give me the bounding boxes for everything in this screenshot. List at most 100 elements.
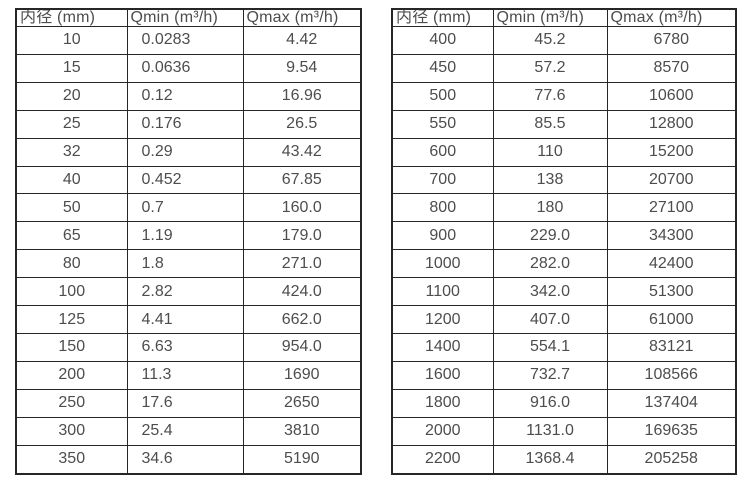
table-cell: 45.2 <box>492 26 608 55</box>
table-cell: 77.6 <box>492 81 608 111</box>
table-row: 350 34.6 5190 <box>15 444 362 475</box>
table-cell: 110 <box>492 137 608 167</box>
table-cell: 0.12 <box>126 81 244 111</box>
table-cell: 1800 <box>391 388 494 418</box>
table-cell: 100 <box>15 277 128 307</box>
table-row: 32 0.29 43.42 <box>15 137 362 167</box>
table-cell: 67.85 <box>242 165 362 195</box>
table-row: 20 0.12 16.96 <box>15 81 362 111</box>
table-row: 40 0.452 67.85 <box>15 165 362 195</box>
table-row: 2000 1131.0 169635 <box>391 416 737 446</box>
table-cell: 65 <box>15 221 128 251</box>
table-cell: 15200 <box>606 137 737 167</box>
table-cell: 2000 <box>391 416 494 446</box>
table-row: 100 2.82 424.0 <box>15 277 362 307</box>
table-cell: 83121 <box>606 332 737 362</box>
table-cell: 11.3 <box>126 360 244 390</box>
table-cell: 20700 <box>606 165 737 195</box>
table-cell: 8570 <box>606 53 737 83</box>
table-cell: 407.0 <box>492 305 608 334</box>
table-cell: 108566 <box>606 360 737 390</box>
table-row: 1600 732.7 108566 <box>391 360 737 390</box>
table-row: 200 11.3 1690 <box>15 360 362 390</box>
table-cell: 150 <box>15 332 128 362</box>
table-cell: 1.19 <box>126 221 244 251</box>
table-cell: 554.1 <box>492 332 608 362</box>
table-cell: 17.6 <box>126 388 244 418</box>
flow-range-table-small-diameters: 内径 (mm) Qmin (m³/h) Qmax (m³/h) 10 0.0283 4.4… <box>15 8 362 475</box>
table-cell: 43.42 <box>242 137 362 167</box>
table-cell: 0.0283 <box>126 26 244 55</box>
table-cell: 205258 <box>606 444 737 475</box>
table-cell: 34300 <box>606 221 737 251</box>
table-row: 2200 1368.4 205258 <box>391 444 737 475</box>
table-cell: 450 <box>391 53 494 83</box>
table-cell: 200 <box>15 360 128 390</box>
table-cell: 20 <box>15 81 128 111</box>
table-cell: 10 <box>15 26 128 55</box>
table-row: 1800 916.0 137404 <box>391 388 737 418</box>
header-row: 内径 (mm) Qmin (m³/h) Qmax (m³/h) <box>391 8 737 27</box>
table-cell: 1200 <box>391 305 494 334</box>
table-row: 250 17.6 2650 <box>15 388 362 418</box>
table-cell: 4.41 <box>126 305 244 334</box>
table-cell: 1000 <box>391 249 494 279</box>
table-cell: 4.42 <box>242 26 362 55</box>
table-row: 500 77.6 10600 <box>391 81 737 111</box>
table-row: 10 0.0283 4.42 <box>15 26 362 55</box>
table-cell: 85.5 <box>492 109 608 139</box>
table-cell: 0.452 <box>126 165 244 195</box>
table-cell: 6780 <box>606 26 737 55</box>
table-cell: 32 <box>15 137 128 167</box>
table-row: 300 25.4 3810 <box>15 416 362 446</box>
table-row: 125 4.41 662.0 <box>15 305 362 334</box>
column-header: 内径 (mm) <box>391 8 494 27</box>
table-cell: 800 <box>391 193 494 223</box>
table-cell: 500 <box>391 81 494 111</box>
table-row: 25 0.176 26.5 <box>15 109 362 139</box>
table-row: 1000 282.0 42400 <box>391 249 737 279</box>
table-row: 65 1.19 179.0 <box>15 221 362 251</box>
table-cell: 1690 <box>242 360 362 390</box>
table-cell: 27100 <box>606 193 737 223</box>
table-cell: 1100 <box>391 277 494 307</box>
table-cell: 350 <box>15 444 128 475</box>
table-row: 1100 342.0 51300 <box>391 277 737 307</box>
table-cell: 1131.0 <box>492 416 608 446</box>
table-cell: 2.82 <box>126 277 244 307</box>
table-cell: 600 <box>391 137 494 167</box>
table-row: 150 6.63 954.0 <box>15 332 362 362</box>
table-row: 1400 554.1 83121 <box>391 332 737 362</box>
table-row: 80 1.8 271.0 <box>15 249 362 279</box>
table-cell: 954.0 <box>242 332 362 362</box>
table-cell: 138 <box>492 165 608 195</box>
table-cell: 160.0 <box>242 193 362 223</box>
table-cell: 550 <box>391 109 494 139</box>
table-cell: 25 <box>15 109 128 139</box>
table-cell: 179.0 <box>242 221 362 251</box>
table-cell: 0.29 <box>126 137 244 167</box>
table-cell: 271.0 <box>242 249 362 279</box>
header-row: 内径 (mm) Qmin (m³/h) Qmax (m³/h) <box>15 8 362 27</box>
table-cell: 16.96 <box>242 81 362 111</box>
table-row: 550 85.5 12800 <box>391 109 737 139</box>
table-row: 800 180 27100 <box>391 193 737 223</box>
table-cell: 282.0 <box>492 249 608 279</box>
table-cell: 12800 <box>606 109 737 139</box>
table-cell: 6.63 <box>126 332 244 362</box>
table-cell: 3810 <box>242 416 362 446</box>
table-cell: 229.0 <box>492 221 608 251</box>
table-cell: 424.0 <box>242 277 362 307</box>
table-cell: 25.4 <box>126 416 244 446</box>
table-cell: 0.176 <box>126 109 244 139</box>
table-row: 450 57.2 8570 <box>391 53 737 83</box>
table-cell: 1.8 <box>126 249 244 279</box>
table-cell: 2200 <box>391 444 494 475</box>
table-cell: 1368.4 <box>492 444 608 475</box>
table-row: 50 0.7 160.0 <box>15 193 362 223</box>
table-row: 1200 407.0 61000 <box>391 305 737 334</box>
column-header: Qmax (m³/h) <box>606 8 737 27</box>
table-cell: 61000 <box>606 305 737 334</box>
table-cell: 400 <box>391 26 494 55</box>
